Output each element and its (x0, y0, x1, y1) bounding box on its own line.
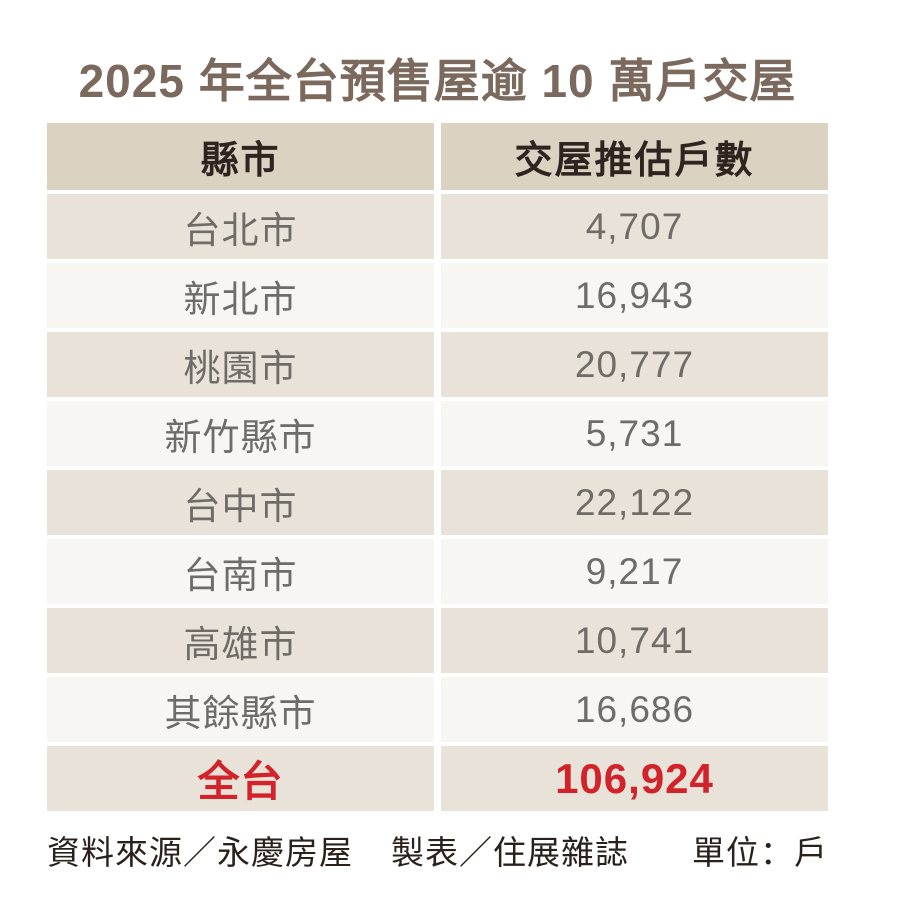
content-area: 2025 年全台預售屋逾 10 萬戶交屋 縣市 交屋推估戶數 台北市 4,707… (47, 0, 828, 874)
region-cell: 全台 (47, 746, 434, 811)
table-row: 台南市 9,217 (47, 539, 828, 604)
value-cell: 106,924 (441, 746, 828, 811)
value-cell: 4,707 (441, 194, 828, 259)
region-cell: 其餘縣市 (47, 677, 434, 742)
footer-credits: 資料來源／永慶房屋 製表／住展雜誌 (47, 826, 629, 874)
table-row: 新竹縣市 5,731 (47, 401, 828, 466)
region-cell: 桃園市 (47, 332, 434, 397)
header-cell-region: 縣市 (47, 123, 434, 190)
table-row: 其餘縣市 16,686 (47, 677, 828, 742)
value-cell: 5,731 (441, 401, 828, 466)
footer-source: 資料來源／永慶房屋 (47, 834, 353, 871)
footer: 資料來源／永慶房屋 製表／住展雜誌 單位：戶 (47, 826, 828, 874)
table-row: 高雄市 10,741 (47, 608, 828, 673)
table-row: 台中市 22,122 (47, 470, 828, 535)
value-cell: 20,777 (441, 332, 828, 397)
footer-unit: 單位：戶 (692, 834, 828, 871)
region-cell: 台中市 (47, 470, 434, 535)
table-row: 台北市 4,707 (47, 194, 828, 259)
region-cell: 高雄市 (47, 608, 434, 673)
table-header-row: 縣市 交屋推估戶數 (47, 123, 828, 190)
value-cell: 9,217 (441, 539, 828, 604)
table-row: 新北市 16,943 (47, 263, 828, 328)
value-cell: 22,122 (441, 470, 828, 535)
region-cell: 新北市 (47, 263, 434, 328)
value-cell: 16,686 (441, 677, 828, 742)
table-row: 全台 106,924 (47, 746, 828, 811)
region-cell: 台南市 (47, 539, 434, 604)
page-title: 2025 年全台預售屋逾 10 萬戶交屋 (78, 55, 797, 107)
table-row: 桃園市 20,777 (47, 332, 828, 397)
region-cell: 台北市 (47, 194, 434, 259)
value-cell: 16,943 (441, 263, 828, 328)
footer-maker: 製表／住展雜誌 (391, 834, 629, 871)
data-table: 縣市 交屋推估戶數 台北市 4,707 新北市 16,943 桃園市 20,77… (47, 123, 828, 811)
region-cell: 新竹縣市 (47, 401, 434, 466)
value-cell: 10,741 (441, 608, 828, 673)
header-cell-value: 交屋推估戶數 (441, 123, 828, 190)
